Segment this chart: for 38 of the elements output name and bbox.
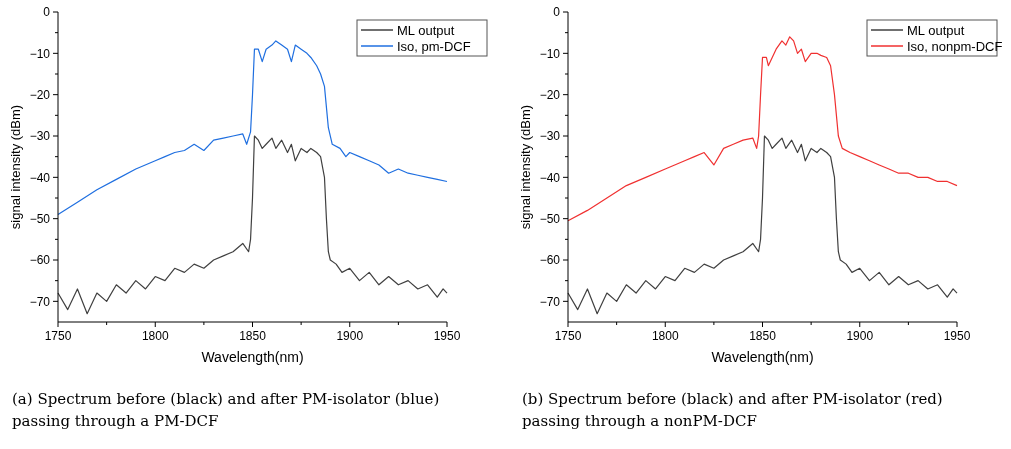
x-tick-label: 1950 xyxy=(943,329,971,343)
y-axis-title: signal intensity (dBm) xyxy=(518,104,533,230)
x-axis-title: Wavelength(nm) xyxy=(201,349,304,365)
y-axis-title: signal intensity (dBm) xyxy=(8,104,23,230)
line-series xyxy=(567,135,958,315)
text: (a) Spectrum before (black) and after PM-isolator (blue) passing through a PM-DCF xyxy=(12,390,440,430)
y-tick-label: −50 xyxy=(29,211,51,226)
legend-label: Iso, nonpm-DCF xyxy=(907,38,1003,54)
y-tick-label: −40 xyxy=(29,170,51,185)
y-tick-label: 0 xyxy=(553,5,561,20)
x-tick-label: 1800 xyxy=(141,329,169,343)
legend-label: Iso, pm-DCF xyxy=(397,38,471,54)
y-tick-label: −10 xyxy=(539,46,561,61)
x-tick-label: 1900 xyxy=(336,329,364,343)
y-tick-label: −30 xyxy=(539,129,561,144)
y-tick-label: −60 xyxy=(29,253,51,268)
y-tick-label: 0 xyxy=(43,5,51,20)
y-tick-label: −30 xyxy=(29,129,51,144)
y-tick-label: −50 xyxy=(539,211,561,226)
y-tick-label: −20 xyxy=(539,87,561,102)
x-tick-label: 1850 xyxy=(749,329,777,343)
y-tick-label: −20 xyxy=(29,87,51,102)
text: (b) Spectrum before (black) and after PM-isolator (red) passing through a nonPM-DCF xyxy=(522,390,943,430)
x-tick-label: 1750 xyxy=(554,329,582,343)
x-tick-label: 1900 xyxy=(846,329,874,343)
x-tick-label: 1800 xyxy=(651,329,679,343)
y-tick-label: −10 xyxy=(29,46,51,61)
y-tick-label: −70 xyxy=(539,294,561,309)
y-tick-label: −60 xyxy=(539,253,561,268)
legend-label: ML output xyxy=(397,22,455,38)
legend-label: ML output xyxy=(907,22,965,38)
y-tick-label: −40 xyxy=(539,170,561,185)
x-tick-label: 1950 xyxy=(433,329,461,343)
y-tick-label: −70 xyxy=(29,294,51,309)
line-series xyxy=(57,135,448,315)
x-tick-label: 1850 xyxy=(239,329,267,343)
x-tick-label: 1750 xyxy=(44,329,72,343)
x-axis-title: Wavelength(nm) xyxy=(711,349,814,365)
